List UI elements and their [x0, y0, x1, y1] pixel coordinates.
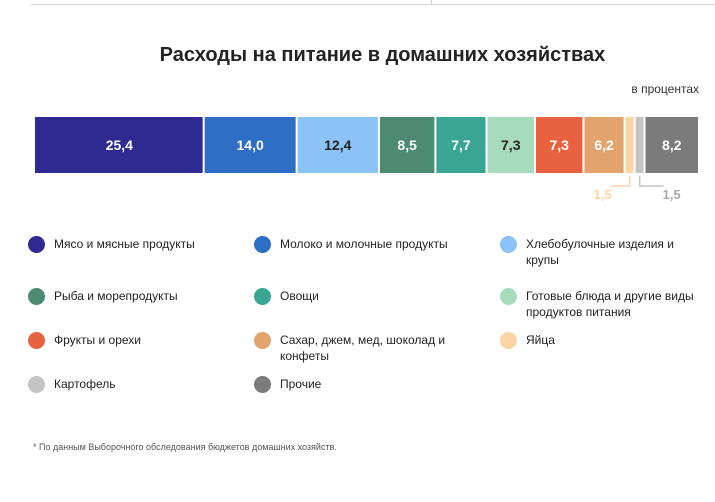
bar-segment [35, 117, 203, 173]
data-label: 12,4 [324, 137, 351, 153]
bar-segment [645, 117, 698, 173]
legend-label: Прочие [280, 377, 322, 391]
legend-swatch [254, 236, 271, 253]
legend-swatch [254, 332, 271, 349]
legend-item: Прочие [254, 376, 480, 393]
legend-swatch [500, 332, 517, 349]
data-label: 25,4 [106, 137, 133, 153]
bar-segment [436, 117, 486, 173]
legend-swatch [28, 376, 45, 393]
legend-item: Молоко и молочные продукты [254, 236, 480, 253]
legend-item: Сахар, джем, мед, шоколад и конфеты [254, 332, 480, 364]
bar-segment [379, 117, 435, 173]
legend-swatch [500, 288, 517, 305]
legend-item: Овощи [254, 288, 480, 305]
legend-label: Сахар, джем, мед, шоколад и конфеты [280, 333, 446, 363]
bar-segment [487, 117, 534, 173]
legend-swatch [254, 376, 271, 393]
legend-label: Мясо и мясные продукты [54, 237, 195, 251]
data-label: 7,3 [501, 137, 521, 153]
bar-segment [625, 117, 634, 173]
legend-label: Картофель [54, 377, 116, 391]
stacked-bar-chart: 25,4 14,0 12,4 8,5 7,7 7,3 7,3 6,2 1,5 1,5 8,2 [35, 117, 698, 202]
legend-item: Фрукты и орехи [28, 332, 254, 349]
legend-swatch [28, 288, 45, 305]
legend-label: Рыба и морепродукты [54, 289, 178, 303]
data-label: 7,3 [549, 137, 569, 153]
callout-line [638, 176, 664, 187]
legend-swatch [28, 236, 45, 253]
bar-segment [204, 117, 296, 173]
legend-item: Хлебобулочные изделия и крупы [500, 236, 706, 268]
chart-legend: Мясо и мясные продукты Молоко и молочные … [0, 232, 715, 412]
data-label: 8,2 [662, 137, 682, 153]
data-label: 7,7 [451, 137, 471, 153]
data-label: 14,0 [237, 137, 264, 153]
bar-segment [535, 117, 583, 173]
legend-label: Хлебобулочные изделия и крупы [526, 237, 674, 267]
legend-label: Овощи [280, 289, 319, 303]
legend-item: Готовые блюда и другие виды продуктов пи… [500, 288, 706, 320]
legend-label: Фрукты и орехи [54, 333, 141, 347]
legend-item: Мясо и мясные продукты [28, 236, 254, 253]
data-label: 1,5 [594, 187, 612, 202]
callout-line [610, 176, 631, 187]
data-label: 8,5 [397, 137, 417, 153]
data-label: 1,5 [663, 187, 681, 202]
legend-swatch [28, 332, 45, 349]
legend-swatch [254, 288, 271, 305]
bar-segment [635, 117, 644, 173]
bar-segment [584, 117, 624, 173]
chart-title: Расходы на питание в домашних хозяйствах [159, 44, 606, 66]
bar-segment [297, 117, 378, 173]
data-label: 6,2 [594, 137, 614, 153]
top-divider-tick [431, 0, 432, 5]
footnote: * По данным Выборочного обследования бюд… [33, 442, 337, 452]
top-divider [30, 4, 715, 5]
legend-label: Молоко и молочные продукты [280, 237, 448, 251]
legend-item: Яйца [500, 332, 706, 349]
legend-swatch [500, 236, 517, 253]
legend-label: Готовые блюда и другие виды продуктов пи… [526, 289, 694, 319]
unit-label: в процентах [631, 82, 699, 96]
legend-label: Яйца [526, 333, 555, 347]
legend-item: Картофель [28, 376, 254, 393]
legend-item: Рыба и морепродукты [28, 288, 254, 305]
